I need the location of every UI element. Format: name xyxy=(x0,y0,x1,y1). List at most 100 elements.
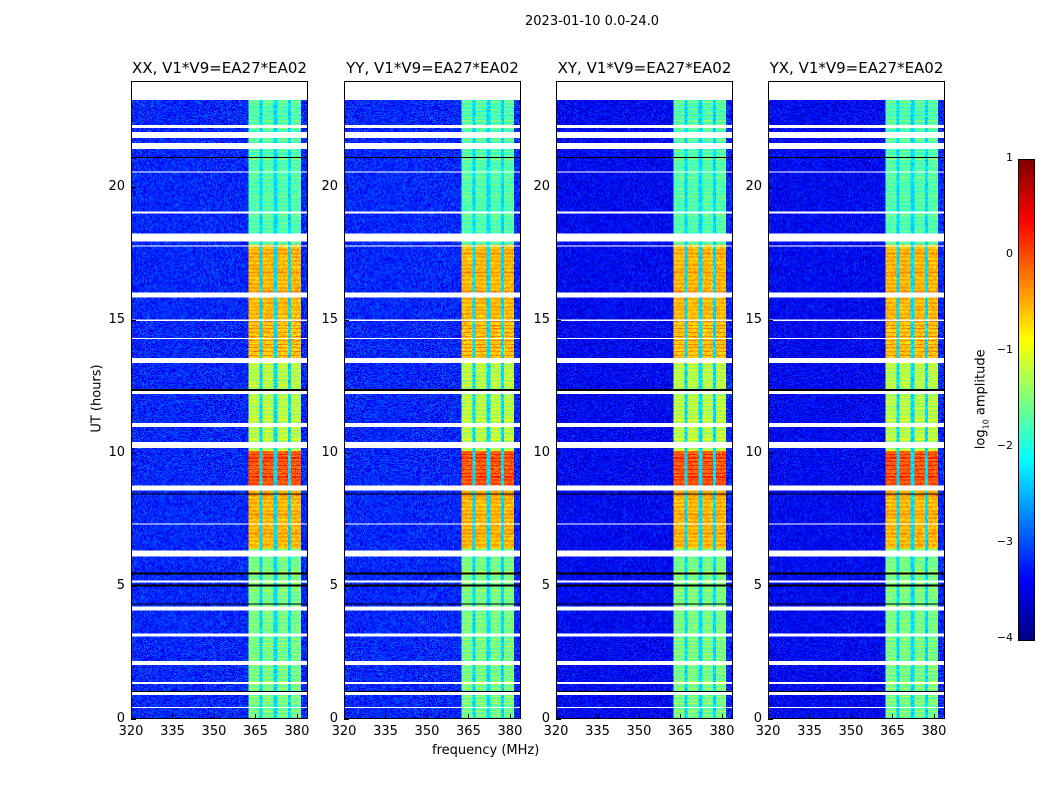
y-tick-mark xyxy=(344,320,349,322)
colorbar-label: log10 amplitude xyxy=(973,349,991,450)
x-tick-mark xyxy=(768,714,769,719)
y-tick-label: 5 xyxy=(541,578,550,594)
y-tick-mark xyxy=(344,453,349,455)
x-tick-label: 365 xyxy=(880,724,905,739)
y-tick-label: 20 xyxy=(533,179,550,195)
y-tick-label: 15 xyxy=(745,312,762,328)
y-tick-mark xyxy=(344,719,349,720)
x-tick-label: 335 xyxy=(797,724,822,739)
y-tick-label: 0 xyxy=(329,711,338,726)
x-tick-label: 380 xyxy=(497,724,523,739)
colorbar-tick-label: 1 xyxy=(1006,151,1013,164)
y-tick-mark xyxy=(131,719,136,720)
y-tick-mark xyxy=(131,320,136,322)
x-tick-mark xyxy=(509,714,511,719)
x-tick-label: 320 xyxy=(331,724,357,739)
y-tick-mark xyxy=(344,187,349,189)
x-tick-mark xyxy=(344,714,345,719)
y-tick-mark xyxy=(556,719,561,720)
panel-title: YX, V1*V9=EA27*EA02 xyxy=(769,59,944,77)
y-tick-label: 0 xyxy=(116,711,125,726)
y-tick-mark xyxy=(131,586,136,588)
x-tick-label: 335 xyxy=(373,724,398,739)
y-axis-label: UT (hours) xyxy=(89,364,105,433)
spectrogram-panel xyxy=(131,81,308,719)
spectrogram-panel xyxy=(768,81,945,719)
colorbar-tick-label: 0 xyxy=(1006,247,1013,260)
x-tick-label: 380 xyxy=(921,724,947,739)
y-tick-mark xyxy=(768,320,773,322)
panel-title: XX, V1*V9=EA27*EA02 xyxy=(132,59,307,77)
x-tick-mark xyxy=(426,714,428,719)
colorbar-tick-label: −3 xyxy=(996,535,1013,548)
x-tick-label: 380 xyxy=(709,724,735,739)
y-tick-mark xyxy=(344,586,349,588)
y-tick-mark xyxy=(131,453,136,455)
x-tick-mark xyxy=(933,714,935,719)
y-tick-label: 5 xyxy=(116,578,125,594)
y-tick-mark xyxy=(131,187,136,189)
x-tick-label: 350 xyxy=(201,724,227,739)
x-tick-label: 350 xyxy=(414,724,440,739)
x-tick-mark xyxy=(385,714,387,719)
y-tick-mark xyxy=(768,586,773,588)
y-tick-label: 20 xyxy=(745,179,762,195)
x-tick-label: 320 xyxy=(118,724,144,739)
x-tick-mark xyxy=(638,714,640,719)
y-tick-label: 0 xyxy=(541,711,550,726)
x-tick-label: 380 xyxy=(284,724,310,739)
x-tick-label: 365 xyxy=(456,724,481,739)
x-tick-mark xyxy=(172,714,174,719)
y-tick-label: 15 xyxy=(321,312,338,328)
y-tick-mark xyxy=(768,453,773,455)
x-tick-label: 365 xyxy=(668,724,693,739)
x-tick-mark xyxy=(296,714,298,719)
x-axis-label: frequency (MHz) xyxy=(432,743,540,758)
y-tick-mark xyxy=(768,187,773,189)
x-tick-label: 320 xyxy=(543,724,569,739)
y-tick-label: 15 xyxy=(533,312,550,328)
y-tick-label: 10 xyxy=(745,445,762,461)
panel-title: XY, V1*V9=EA27*EA02 xyxy=(557,59,732,77)
x-tick-mark xyxy=(468,714,470,719)
x-tick-mark xyxy=(597,714,599,719)
y-tick-mark xyxy=(556,320,561,322)
spectrogram-panel xyxy=(344,81,521,719)
x-tick-mark xyxy=(255,714,257,719)
x-tick-mark xyxy=(721,714,723,719)
x-tick-label: 365 xyxy=(243,724,268,739)
colorbar-tick-label: −2 xyxy=(996,439,1013,452)
y-tick-label: 15 xyxy=(108,312,125,328)
y-tick-label: 10 xyxy=(108,445,125,461)
x-tick-mark xyxy=(131,714,132,719)
y-tick-label: 10 xyxy=(533,445,550,461)
x-tick-label: 350 xyxy=(838,724,864,739)
x-tick-mark xyxy=(213,714,215,719)
colorbar-tick-label: −4 xyxy=(996,631,1013,644)
y-tick-mark xyxy=(556,453,561,455)
y-tick-label: 5 xyxy=(753,578,762,594)
x-tick-mark xyxy=(892,714,894,719)
x-tick-label: 335 xyxy=(585,724,610,739)
colorbar-tick-label: −1 xyxy=(996,343,1013,356)
x-tick-label: 320 xyxy=(755,724,781,739)
y-tick-label: 10 xyxy=(321,445,338,461)
x-tick-label: 335 xyxy=(160,724,185,739)
y-tick-label: 20 xyxy=(321,179,338,195)
x-tick-mark xyxy=(809,714,811,719)
y-tick-label: 5 xyxy=(329,578,338,594)
y-tick-mark xyxy=(556,187,561,189)
x-tick-mark xyxy=(556,714,557,719)
spectrogram-panel xyxy=(556,81,733,719)
x-tick-label: 350 xyxy=(626,724,652,739)
y-tick-mark xyxy=(556,586,561,588)
figure-title: 2023-01-10 0.0-24.0 xyxy=(525,14,659,29)
x-tick-mark xyxy=(850,714,852,719)
x-tick-mark xyxy=(680,714,682,719)
colorbar xyxy=(1018,159,1035,641)
y-tick-label: 0 xyxy=(753,711,762,726)
y-tick-mark xyxy=(768,719,773,720)
panel-title: YY, V1*V9=EA27*EA02 xyxy=(346,59,519,77)
y-tick-label: 20 xyxy=(108,179,125,195)
